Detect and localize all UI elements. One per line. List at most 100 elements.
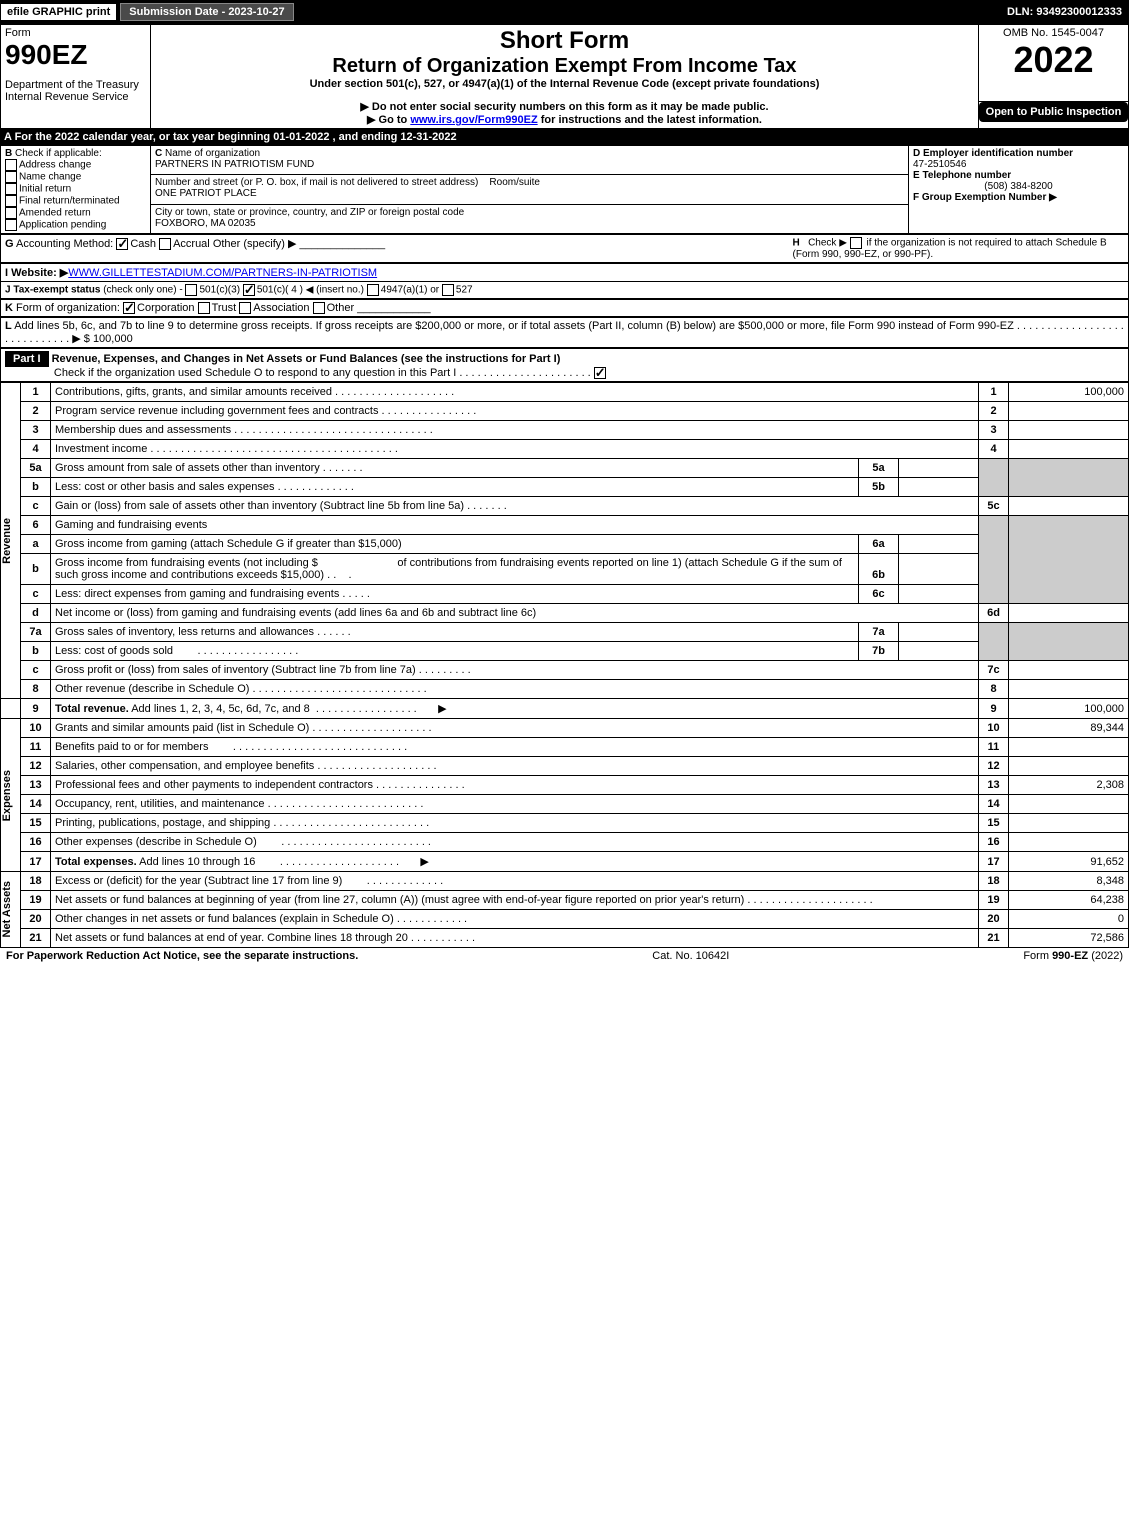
accrual-checkbox[interactable] — [159, 238, 171, 250]
line-desc: Gaming and fundraising events — [51, 516, 979, 535]
line-amt: 89,344 — [1009, 719, 1129, 738]
application-pending-checkbox[interactable] — [5, 219, 17, 231]
line-box: 6d — [979, 604, 1009, 623]
line-amt: 100,000 — [1009, 699, 1129, 719]
final-return-checkbox[interactable] — [5, 195, 17, 207]
initial-return-checkbox[interactable] — [5, 183, 17, 195]
line-num: a — [21, 535, 51, 554]
line-amt: 72,586 — [1009, 929, 1129, 948]
goto-suffix: for instructions and the latest informat… — [538, 114, 762, 126]
line-desc-text: Gross amount from sale of assets other t… — [55, 462, 320, 474]
section-b-label: B — [5, 148, 12, 159]
line-desc-text: Membership dues and assessments — [55, 424, 231, 436]
501c-label: 501(c)( 4 ) ◀ (insert no.) — [257, 285, 364, 296]
line-num: 14 — [21, 795, 51, 814]
line-amt — [1009, 757, 1129, 776]
cash-checkbox[interactable] — [116, 238, 128, 250]
corp-label: Corporation — [137, 302, 194, 314]
address-change-label: Address change — [19, 160, 91, 171]
l-table: L Add lines 5b, 6c, and 7b to line 9 to … — [0, 317, 1129, 348]
line-num: d — [21, 604, 51, 623]
line-desc: Total expenses. Add lines 10 through 16 … — [51, 852, 979, 872]
line-desc: Less: direct expenses from gaming and fu… — [51, 585, 859, 604]
other-org-label: Other — [327, 302, 355, 314]
goto-link[interactable]: www.irs.gov/Form990EZ — [410, 114, 537, 126]
page-footer: For Paperwork Reduction Act Notice, see … — [0, 948, 1129, 964]
tax-exempt-suffix: (check only one) - — [103, 285, 182, 296]
section-k-label: K — [5, 302, 13, 314]
line-num: 1 — [21, 383, 51, 402]
line-box: 2 — [979, 402, 1009, 421]
form-org-label: Form of organization: — [16, 302, 120, 314]
line-box: 8 — [979, 680, 1009, 699]
line-num: c — [21, 585, 51, 604]
line-amt — [1009, 833, 1129, 852]
ij-table: I Website: ▶WWW.GILLETTESTADIUM.COM/PART… — [0, 263, 1129, 299]
assoc-checkbox[interactable] — [239, 302, 251, 314]
gh-table: G Accounting Method: Cash Accrual Other … — [0, 234, 1129, 263]
shade-cell — [979, 459, 1009, 497]
section-h-label: H — [793, 238, 800, 249]
line-desc-text: Less: direct expenses from gaming and fu… — [55, 588, 339, 600]
line-amt: 64,238 — [1009, 891, 1129, 910]
name-org-label: Name of organization — [165, 148, 260, 159]
line-num: 8 — [21, 680, 51, 699]
other-org-checkbox[interactable] — [313, 302, 325, 314]
line-desc-text: Grants and similar amounts paid (list in… — [55, 722, 309, 734]
section-c-label: C — [155, 148, 162, 159]
501c-checkbox[interactable] — [243, 284, 255, 296]
section-e-label: E Telephone number — [913, 170, 1011, 181]
spacer-cell — [1, 699, 21, 719]
line-num: c — [21, 661, 51, 680]
sub-box: 7a — [859, 623, 899, 642]
line-box: 5c — [979, 497, 1009, 516]
section-i-label: I Website: ▶ — [5, 267, 68, 279]
schedule-o-checkbox[interactable] — [594, 367, 606, 379]
line-desc: Gross profit or (loss) from sales of inv… — [51, 661, 979, 680]
sub-box: 7b — [859, 642, 899, 661]
corp-checkbox[interactable] — [123, 302, 135, 314]
schedule-b-checkbox[interactable] — [850, 237, 862, 249]
527-checkbox[interactable] — [442, 284, 454, 296]
line-num: 19 — [21, 891, 51, 910]
irs-label: Internal Revenue Service — [5, 91, 146, 103]
trust-checkbox[interactable] — [198, 302, 210, 314]
line-desc: Professional fees and other payments to … — [51, 776, 979, 795]
line-box: 18 — [979, 872, 1009, 891]
501c3-checkbox[interactable] — [185, 284, 197, 296]
line-num: 5a — [21, 459, 51, 478]
line-amt — [1009, 402, 1129, 421]
open-to-public: Open to Public Inspection — [979, 102, 1128, 122]
name-change-checkbox[interactable] — [5, 171, 17, 183]
line-amt — [1009, 680, 1129, 699]
address-change-checkbox[interactable] — [5, 159, 17, 171]
city-value: FOXBORO, MA 02035 — [155, 218, 256, 229]
line-amt — [1009, 440, 1129, 459]
return-title: Return of Organization Exempt From Incom… — [155, 55, 974, 78]
line-desc: Grants and similar amounts paid (list in… — [51, 719, 979, 738]
line-desc-text: Excess or (deficit) for the year (Subtra… — [55, 875, 342, 887]
line-desc-text: Gain or (loss) from sale of assets other… — [55, 500, 464, 512]
amended-return-checkbox[interactable] — [5, 207, 17, 219]
footer-left: For Paperwork Reduction Act Notice, see … — [6, 950, 358, 962]
form-number: 990EZ — [5, 39, 146, 71]
trust-label: Trust — [212, 302, 237, 314]
part1-header: Part I Revenue, Expenses, and Changes in… — [0, 348, 1129, 382]
line-box: 20 — [979, 910, 1009, 929]
website-link[interactable]: WWW.GILLETTESTADIUM.COM/PARTNERS-IN-PATR… — [68, 267, 377, 279]
line-amt: 2,308 — [1009, 776, 1129, 795]
4947-checkbox[interactable] — [367, 284, 379, 296]
line-desc: Excess or (deficit) for the year (Subtra… — [51, 872, 979, 891]
efile-label: efile GRAPHIC print — [1, 4, 116, 20]
line-num: 7a — [21, 623, 51, 642]
line-num: 15 — [21, 814, 51, 833]
shade-cell — [1009, 623, 1129, 661]
sub-box: 5a — [859, 459, 899, 478]
sub-box: 5b — [859, 478, 899, 497]
line-desc: Benefits paid to or for members . . . . … — [51, 738, 979, 757]
line-desc: Net assets or fund balances at beginning… — [51, 891, 979, 910]
check-if-label: Check if applicable: — [15, 148, 102, 159]
footer-right-prefix: Form — [1023, 950, 1052, 962]
line-desc-text: Other revenue (describe in Schedule O) — [55, 683, 249, 695]
line-desc: Program service revenue including govern… — [51, 402, 979, 421]
